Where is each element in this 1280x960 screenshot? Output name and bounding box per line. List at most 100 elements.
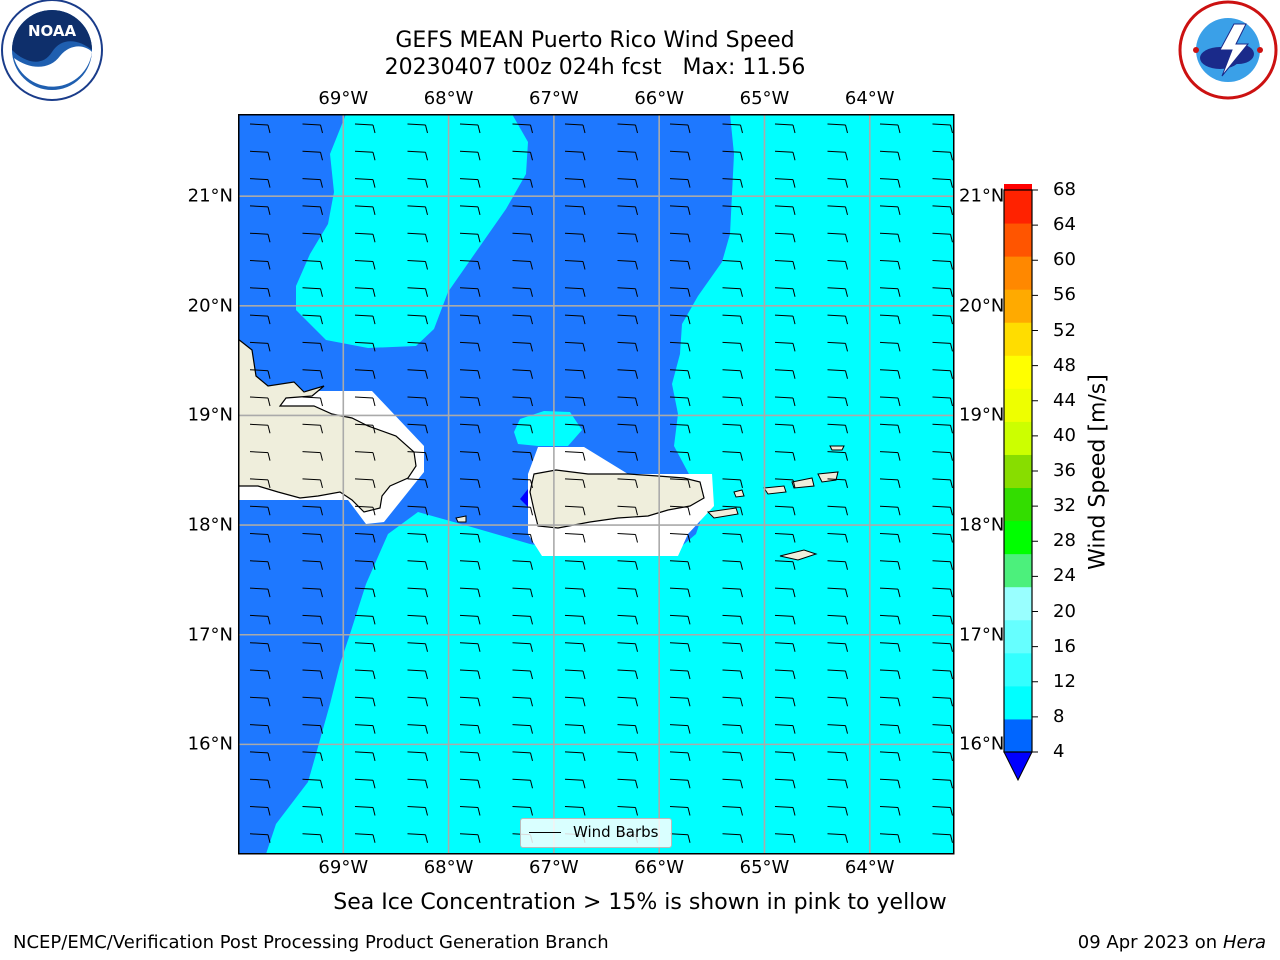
lon-tick-label-top: 69°W bbox=[318, 88, 369, 109]
wind-barb bbox=[249, 369, 271, 379]
island-vi-1 bbox=[763, 485, 787, 495]
wind-barb bbox=[932, 614, 953, 625]
wind-barb bbox=[932, 232, 953, 243]
wind-barb bbox=[249, 614, 271, 625]
wind-barb bbox=[669, 642, 691, 652]
wind-barb bbox=[774, 560, 796, 570]
wind-barb bbox=[564, 369, 586, 379]
colorbar-segment bbox=[1004, 553, 1032, 588]
lon-tick-label-bottom: 67°W bbox=[529, 857, 579, 878]
wind-barb bbox=[617, 341, 638, 352]
wind-barb bbox=[564, 123, 586, 134]
colorbar-tick-label: 52 bbox=[1053, 319, 1076, 341]
lat-tick-label-left: 18°N bbox=[187, 514, 233, 536]
colorbar-under-arrow bbox=[1003, 751, 1033, 782]
wind-barb bbox=[407, 778, 428, 789]
lon-tick-label-top: 64°W bbox=[844, 88, 895, 109]
wind-barb bbox=[302, 178, 323, 188]
wind-barb bbox=[512, 587, 533, 598]
wind-barb bbox=[407, 642, 428, 652]
wind-barb bbox=[669, 778, 691, 789]
wind-barb bbox=[617, 314, 638, 325]
wind-barb bbox=[302, 287, 323, 297]
wind-barb bbox=[512, 341, 533, 352]
wind-barb bbox=[722, 369, 743, 379]
wind-barb bbox=[932, 423, 953, 434]
wind-barb bbox=[249, 478, 271, 489]
colorbar-tick-label: 44 bbox=[1053, 389, 1076, 411]
wind-barb bbox=[407, 123, 428, 134]
wind-barb bbox=[827, 724, 848, 734]
wind-barb bbox=[407, 369, 428, 379]
wind-barb bbox=[774, 341, 796, 352]
footer-date-text: 09 Apr 2023 on bbox=[1077, 932, 1223, 953]
wind-barb bbox=[249, 833, 271, 843]
wind-barb bbox=[827, 587, 848, 598]
wind-barb bbox=[932, 178, 953, 188]
wind-barb bbox=[249, 724, 271, 734]
wind-barb bbox=[512, 451, 533, 461]
wind-barb bbox=[669, 260, 691, 270]
wind-barb bbox=[302, 751, 323, 762]
wind-barb bbox=[617, 778, 638, 789]
wind-barb bbox=[879, 369, 901, 379]
wind-barb bbox=[249, 669, 271, 680]
wind-barb bbox=[932, 560, 953, 570]
wind-barb bbox=[354, 724, 376, 734]
lat-tick-label-right: 19°N bbox=[959, 404, 1005, 426]
wind-barb bbox=[617, 560, 638, 570]
wind-barb bbox=[249, 260, 271, 270]
wind-barb bbox=[354, 396, 376, 407]
wind-barb bbox=[932, 314, 953, 325]
footer-machine: Hera bbox=[1222, 932, 1266, 953]
colorbar bbox=[1003, 184, 1038, 782]
wind-barb bbox=[774, 696, 796, 707]
wind-barb bbox=[512, 642, 533, 652]
wind-barb bbox=[512, 478, 533, 489]
colorbar-segment bbox=[1004, 718, 1032, 753]
wind-barb bbox=[407, 724, 428, 734]
wind-barb bbox=[564, 314, 586, 325]
wind-barb bbox=[564, 806, 586, 816]
wind-barb bbox=[774, 806, 796, 816]
wind-barb bbox=[459, 478, 481, 489]
wind-barb bbox=[302, 587, 323, 598]
wind-barb bbox=[669, 123, 691, 134]
wind-barb bbox=[774, 123, 796, 134]
wind-barb bbox=[879, 260, 901, 270]
land-hispaniola bbox=[238, 338, 417, 513]
wind-barb bbox=[669, 232, 691, 243]
wind-barb bbox=[564, 533, 586, 543]
wind-barb bbox=[354, 423, 376, 434]
colorbar-tick-label: 16 bbox=[1053, 635, 1076, 657]
wind-barb bbox=[249, 123, 271, 134]
lon-tick-label-top: 67°W bbox=[529, 88, 579, 109]
wind-barb bbox=[617, 751, 638, 762]
wind-barb bbox=[617, 423, 638, 434]
wind-barb bbox=[564, 505, 586, 516]
wind-barb bbox=[774, 205, 796, 216]
wind-barb bbox=[512, 724, 533, 734]
wind-barb bbox=[932, 587, 953, 598]
wind-barb bbox=[879, 751, 901, 762]
colorbar-tick-label: 20 bbox=[1053, 600, 1076, 622]
wind-barb bbox=[354, 560, 376, 570]
wind-barb bbox=[669, 314, 691, 325]
lon-tick-label-top: 66°W bbox=[634, 88, 685, 109]
wind-barb bbox=[512, 533, 533, 543]
island-culebra bbox=[733, 489, 745, 498]
wind-field-8-12-east bbox=[266, 114, 954, 854]
wind-barb bbox=[879, 123, 901, 134]
wind-barb bbox=[407, 232, 428, 243]
land-puerto-rico bbox=[529, 469, 705, 529]
island-vi-4 bbox=[829, 445, 845, 451]
wind-barb bbox=[302, 478, 323, 489]
wind-barb bbox=[459, 369, 481, 379]
wind-barb bbox=[669, 669, 691, 680]
wind-barb bbox=[722, 287, 743, 297]
wind-barb bbox=[932, 696, 953, 707]
wind-barb bbox=[932, 806, 953, 816]
colorbar-segment bbox=[1004, 487, 1032, 522]
colorbar-segment bbox=[1004, 289, 1032, 323]
lon-tick-label-bottom: 65°W bbox=[739, 857, 790, 878]
